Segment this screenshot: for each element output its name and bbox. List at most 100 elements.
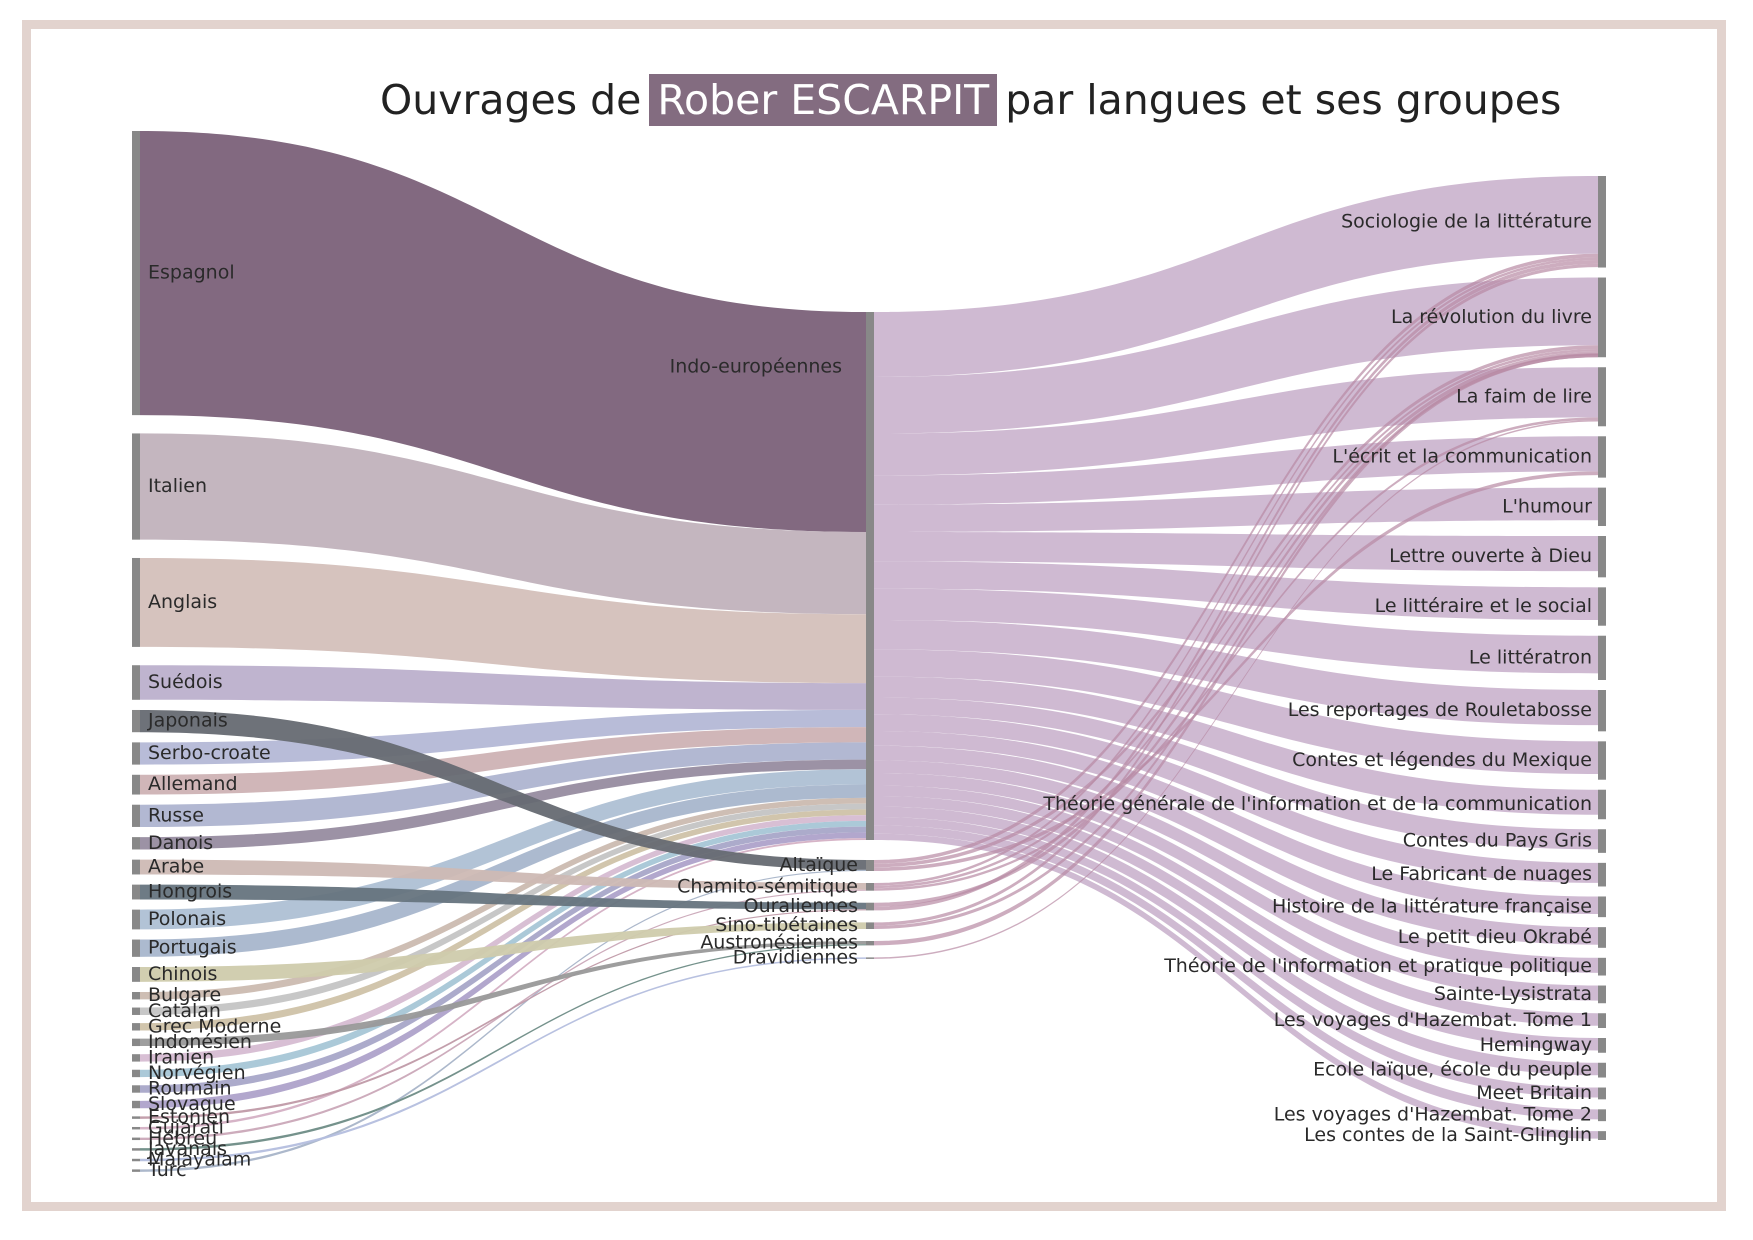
node-meet-britain — [1598, 1087, 1606, 1100]
label-hebreu: Hébreu — [148, 1127, 217, 1149]
node-russe — [132, 804, 140, 827]
node-le-fabricant-de-nuages — [1598, 862, 1606, 887]
label-lettre-ouverte-a-dieu: Lettre ouverte à Dieu — [1389, 545, 1592, 567]
node-la-faim-de-lire — [1598, 367, 1606, 427]
node-theorie-generale-de-l-information-et-de-la-communication — [1598, 789, 1606, 820]
node-portugais — [132, 939, 140, 957]
link-grec-moderne-to-indo-europeennes — [140, 809, 866, 1031]
node-roumain — [132, 1085, 140, 1093]
chart-title: Ouvrages de Rober ESCARPIT par langues e… — [380, 70, 1561, 130]
label-indo-europeennes: Indo-européennes — [670, 356, 842, 378]
link-altaique-to-l-ecrit-et-la-communication — [874, 471, 1598, 871]
node-sociologie-de-la-litterature — [1598, 176, 1606, 268]
link-turc-to-altaique — [140, 869, 866, 1172]
node-italien — [132, 433, 140, 540]
label-norvegien: Norvégien — [148, 1062, 246, 1084]
link-chamito-semitique-to-la-revolution-du-livre — [874, 348, 1598, 889]
link-indo-europeennes-to-hemingway — [874, 796, 1598, 1051]
link-altaique-to-sociologie-de-la-litterature — [874, 253, 1598, 864]
label-iranien: Iranien — [148, 1046, 214, 1068]
node-arabe — [132, 859, 140, 875]
link-iranien-to-indo-europeennes — [140, 815, 866, 1062]
node-iranien — [132, 1054, 140, 1062]
link-sino-tibetaines-to-sociologie-de-la-litterature — [874, 263, 1598, 926]
link-indo-europeennes-to-l-ecrit-et-la-communication — [874, 436, 1598, 505]
node-ouraliennes — [866, 902, 874, 911]
node-gujarati — [132, 1126, 140, 1130]
node-suedois — [132, 665, 140, 700]
node-norvegien — [132, 1069, 140, 1078]
node-serbo-croate — [132, 742, 140, 765]
node-la-revolution-du-livre — [1598, 277, 1606, 358]
link-chamito-semitique-to-la-faim-de-lire — [874, 417, 1598, 891]
link-indo-europeennes-to-sainte-lysistrata — [874, 772, 1598, 1001]
node-ecole-laique-ecole-du-peuple — [1598, 1062, 1606, 1078]
label-arabe: Arabe — [148, 856, 204, 878]
node-indo-europeennes — [866, 312, 874, 840]
label-le-petit-dieu-okrabe: Le petit dieu Okrabé — [1398, 926, 1592, 948]
label-sainte-lysistrata: Sainte-Lysistrata — [1434, 983, 1592, 1005]
node-les-reportages-de-rouletabosse — [1598, 690, 1606, 732]
label-ouraliennes: Ouraliennes — [744, 895, 858, 917]
link-russe-to-indo-europeennes — [140, 742, 866, 827]
node-bulgare — [132, 992, 140, 1000]
node-les-contes-de-la-saint-glinglin — [1598, 1131, 1606, 1140]
node-theorie-de-l-information-et-pratique-politique — [1598, 957, 1606, 976]
node-le-petit-dieu-okrabe — [1598, 927, 1606, 948]
label-les-reportages-de-rouletabosse: Les reportages de Rouletabosse — [1288, 699, 1592, 721]
link-indo-europeennes-to-meet-britain — [874, 816, 1598, 1098]
link-indo-europeennes-to-le-litteraire-et-le-social — [874, 561, 1598, 620]
node-le-litteratron — [1598, 635, 1606, 680]
label-la-faim-de-lire: La faim de lire — [1456, 385, 1592, 407]
link-hongrois-to-ouraliennes — [140, 884, 866, 910]
node-le-litteraire-et-le-social — [1598, 587, 1606, 626]
node-hemingway — [1598, 1038, 1606, 1053]
node-estonien — [132, 1116, 140, 1119]
node-grec-moderne — [132, 1023, 140, 1031]
label-theorie-generale-de-l-information-et-de-la-communication: Théorie générale de l'information et de … — [1042, 793, 1592, 815]
link-indo-europeennes-to-le-litteratron — [874, 588, 1598, 674]
label-javanais: Javanais — [147, 1138, 227, 1160]
label-austronesiennes: Austronésiennes — [700, 932, 858, 954]
link-sino-tibetaines-to-la-revolution-du-livre — [874, 353, 1598, 929]
label-serbo-croate: Serbo-croate — [148, 742, 271, 764]
link-gujarati-to-indo-europeennes — [140, 838, 866, 1130]
link-anglais-to-indo-europeennes — [140, 557, 866, 684]
link-suedois-to-indo-europeennes — [140, 665, 866, 710]
node-hongrois — [132, 884, 140, 900]
label-histoire-de-la-litterature-francaise: Histoire de la littérature française — [1272, 895, 1592, 917]
node-allemand — [132, 774, 140, 795]
link-chamito-semitique-to-sociologie-de-la-litterature — [874, 257, 1598, 886]
link-estonien-to-ouraliennes — [140, 909, 866, 1119]
link-catalan-to-indo-europeennes — [140, 803, 866, 1015]
label-japonais: Japonais — [147, 710, 228, 732]
label-catalan: Catalan — [148, 1000, 221, 1022]
link-dravidiennes-to-la-faim-de-lire — [874, 419, 1598, 959]
label-l-humour: L'humour — [1502, 495, 1592, 517]
label-indonesien: Indonésien — [148, 1031, 252, 1053]
link-ouraliennes-to-la-revolution-du-livre — [874, 351, 1598, 907]
label-le-litteraire-et-le-social: Le littéraire et le social — [1375, 595, 1592, 617]
label-hongrois: Hongrois — [148, 881, 232, 903]
sankey-nodes — [132, 131, 1606, 1172]
link-allemand-to-indo-europeennes — [140, 727, 866, 795]
node-contes-et-legendes-du-mexique — [1598, 741, 1606, 780]
label-les-voyages-d-hazembat-tome-2: Les voyages d'Hazembat. Tome 2 — [1274, 1104, 1592, 1126]
node-les-voyages-d-hazembat-tome-1 — [1598, 1013, 1606, 1028]
node-sainte-lysistrata — [1598, 985, 1606, 1004]
link-indo-europeennes-to-l-humour — [874, 487, 1598, 532]
node-catalan — [132, 1007, 140, 1015]
label-grec-moderne: Grec Moderne — [148, 1015, 281, 1037]
node-javanais — [132, 1148, 140, 1151]
node-malayalam — [132, 1158, 140, 1162]
node-indonesien — [132, 1038, 140, 1047]
node-les-voyages-d-hazembat-tome-2 — [1598, 1109, 1606, 1122]
link-espagnol-to-indo-europeennes — [140, 131, 866, 532]
link-indo-europeennes-to-les-voyages-d-hazembat-tome-2 — [874, 825, 1598, 1120]
link-serbo-croate-to-indo-europeennes — [140, 709, 866, 765]
link-slovaque-to-indo-europeennes — [140, 832, 866, 1109]
label-estonien: Estonien — [148, 1106, 230, 1128]
link-indo-europeennes-to-sociologie-de-la-litterature — [874, 176, 1598, 377]
link-indo-europeennes-to-theorie-de-l-information-et-pratique-politique — [874, 760, 1598, 973]
